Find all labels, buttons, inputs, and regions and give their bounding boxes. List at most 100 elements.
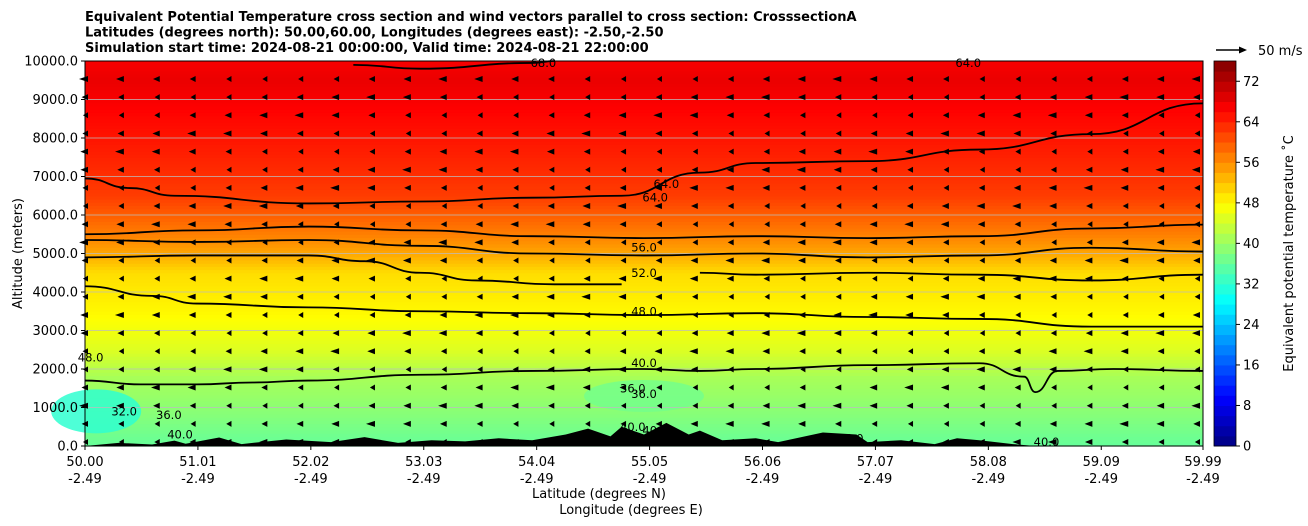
wind-vector [798,257,806,264]
wind-vector [836,366,842,373]
wind-vector [907,330,914,337]
wind-vector [1086,402,1093,409]
wind-vector [546,130,555,137]
colorbar-segment [1214,253,1236,265]
colorbar-segment [1214,71,1236,82]
wind-vector [978,311,985,318]
theta-band [85,362,1203,367]
wind-vector [871,257,878,264]
colorbar-tick-label: 48 [1243,196,1260,211]
colorbar-segment [1214,375,1236,386]
wind-vector [835,130,842,137]
wind-vector [761,420,770,427]
wind-vector [261,384,268,391]
colorbar-tick-label: 0 [1243,440,1251,455]
wind-vector [725,184,734,191]
wind-vector [1015,311,1021,318]
theta-band [85,208,1203,213]
wind-vector [549,348,555,355]
wind-vector [1083,348,1093,355]
wind-vector [725,348,734,355]
theta-band [85,333,1203,338]
wind-vector [512,166,519,173]
wind-vector [585,257,591,264]
wind-vector [115,148,124,155]
wind-vector [369,311,375,318]
theta-band [85,93,1203,97]
wind-vector [438,166,447,173]
wind-vector [334,221,340,228]
wind-vector [978,184,985,191]
wind-vector [1051,239,1057,246]
wind-vector [1013,130,1021,137]
wind-vector [869,76,878,82]
wind-vector [871,94,878,101]
wind-vector [796,166,806,173]
wind-vector [1015,76,1021,82]
wind-vector [979,330,985,337]
wind-vector [404,311,411,318]
wind-vector [869,221,878,228]
wind-vector [298,76,304,82]
y-tick-label: 5000.0 [33,247,79,262]
wind-vector [510,384,519,391]
wind-vector [1123,130,1129,137]
wind-vector [403,76,411,82]
wind-vector [1084,94,1093,101]
theta-band [85,420,1203,425]
wind-vector [262,402,268,409]
wind-vector [330,348,340,355]
wind-vector [583,275,591,282]
theta-band [85,372,1203,377]
contour-label: 40.0 [642,424,668,438]
theta-band [85,359,1203,364]
wind-vector [190,257,196,264]
wind-vector [441,130,447,137]
theta-band [85,205,1203,210]
theta-band [85,131,1203,136]
wind-vector [1084,420,1093,427]
contour-label: 64.0 [642,191,668,205]
wind-vector [549,184,555,191]
wind-vector [833,330,842,337]
wind-vector [619,348,627,355]
theta-band [85,186,1203,190]
wind-vector [511,76,519,82]
wind-vector [834,94,842,101]
wind-vector [475,221,483,228]
wind-vector [441,366,447,373]
wind-vector [943,94,949,101]
wind-vector [548,402,555,409]
wind-vector [1084,112,1093,119]
wind-vector [1047,112,1057,119]
wind-vector [332,366,340,373]
wind-vector [689,184,698,191]
theta-band [85,410,1203,415]
wind-vector [513,112,519,119]
colorbar-tick-label: 8 [1243,399,1251,414]
wind-vector [692,293,698,300]
wind-vector [761,166,770,173]
wind-vector [869,239,878,246]
wind-vector [656,148,662,155]
wind-vector [1015,166,1021,173]
wind-vector [1012,203,1021,210]
wind-vector [261,420,268,427]
wind-vector [405,221,411,228]
wind-vector [655,94,662,101]
wind-vector [548,166,555,173]
theta-band [85,138,1203,142]
wind-vector [190,348,196,355]
wind-vector [405,366,411,373]
wind-vector [835,420,842,427]
wind-vector [476,257,483,264]
wind-vector [369,221,375,228]
wind-vector [1194,203,1200,210]
theta-band [85,221,1203,226]
title-line: Latitudes (degrees north): 50.00,60.00, … [85,26,664,41]
wind-vector [872,348,878,355]
wind-vector [440,384,447,391]
wind-vector [690,420,698,427]
wind-vector [800,203,806,210]
wind-vector [800,275,806,282]
